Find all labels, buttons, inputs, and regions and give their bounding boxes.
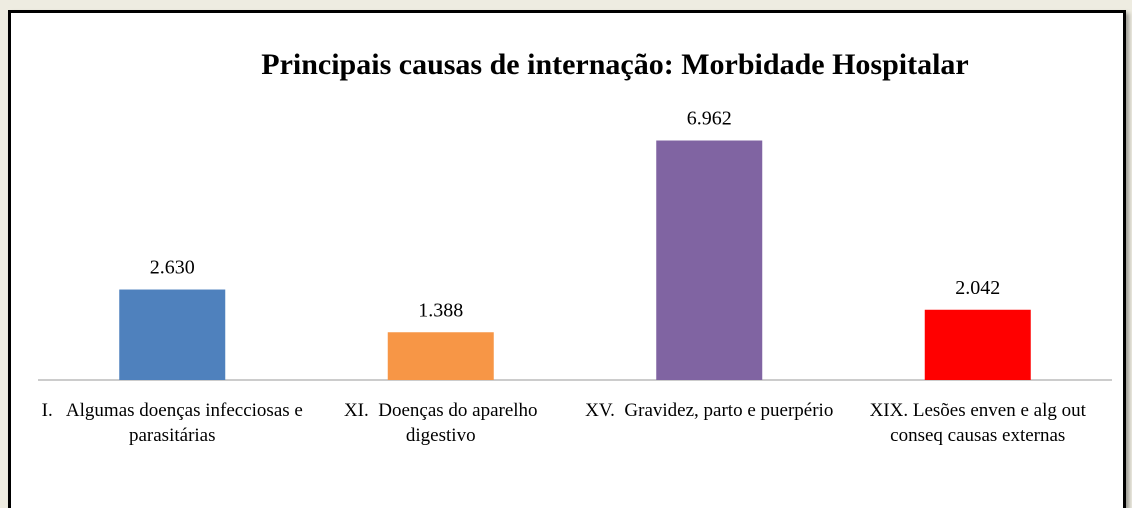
chart: Principais causas de internação: Morbida… [38,48,1112,381]
bar [656,140,763,380]
value-label: 1.388 [418,299,463,321]
chart-title: Principais causas de internação: Morbida… [261,48,969,81]
x-tick-label: XIX. Lesões enven e alg out conseq causa… [869,400,1091,446]
x-tick-label: XI. Doenças do aparelho digestivo [343,400,543,446]
value-label: 2.042 [955,277,1000,299]
value-label: 6.962 [687,108,732,130]
chart-frame [8,10,1126,508]
bar [119,289,226,380]
page: Principais causas de internação: Morbida… [8,10,1126,508]
x-tick-label: XV. Gravidez, parto e puerpério [585,400,834,421]
x-tick-label: I. Algumas doenças infecciosas e parasit… [41,400,303,446]
bar [387,332,494,380]
bar [924,309,1031,380]
value-label: 2.630 [150,257,195,279]
